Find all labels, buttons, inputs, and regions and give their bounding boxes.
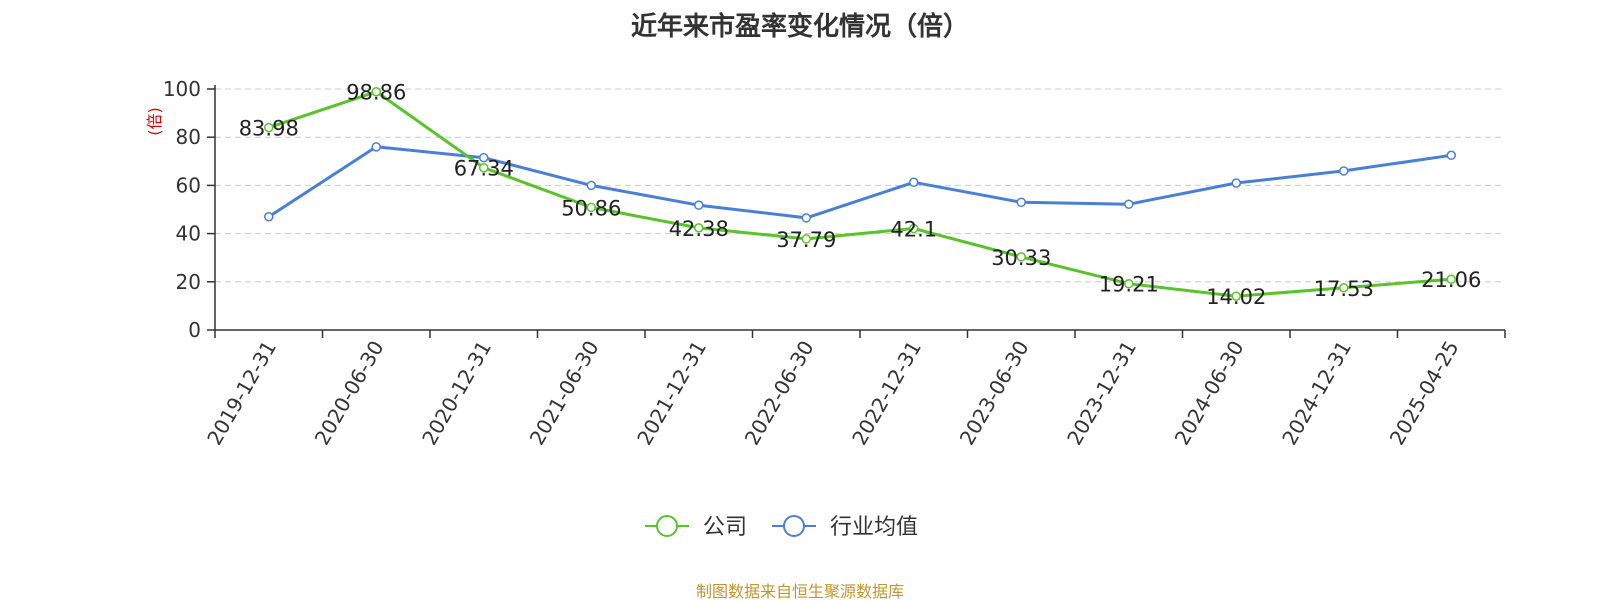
data-label: 21.06 bbox=[1421, 268, 1481, 292]
data-point bbox=[1016, 252, 1026, 262]
source-note: 制图数据来自恒生聚源数据库 bbox=[695, 582, 904, 601]
x-tick-label: 2020-12-31 bbox=[417, 337, 496, 450]
data-point bbox=[909, 223, 919, 234]
data-point bbox=[1339, 166, 1349, 176]
data-point bbox=[1231, 291, 1241, 301]
x-tick-label: 2024-06-30 bbox=[1170, 337, 1249, 450]
data-label: 19.21 bbox=[1099, 273, 1159, 297]
legend-marker bbox=[783, 515, 805, 537]
data-labels: 83.98 98.86 67.34 50.86 42.38 37.79 42.1 30.33 1… bbox=[239, 81, 1482, 309]
legend: 公司 行业均值 bbox=[645, 515, 918, 540]
data-label: 30.33 bbox=[991, 246, 1051, 270]
data-label: 67.34 bbox=[454, 157, 514, 181]
axes: 0 20 40 60 80 100 (倍) 2019-12-31 2020-06-30 2020-… bbox=[145, 77, 1506, 450]
data-label: 50.86 bbox=[561, 196, 621, 220]
data-point bbox=[586, 202, 596, 213]
y-tick-label: 100 bbox=[163, 77, 201, 101]
data-point bbox=[586, 180, 596, 191]
data-label: 98.86 bbox=[346, 81, 406, 105]
x-tick-label: 2021-12-31 bbox=[632, 337, 711, 450]
legend-item-0: 公司 bbox=[645, 515, 747, 540]
data-point bbox=[1339, 283, 1349, 293]
data-point bbox=[909, 177, 919, 188]
x-tick-label: 2024-12-31 bbox=[1277, 337, 1356, 450]
data-point bbox=[1124, 278, 1134, 289]
series-line-0 bbox=[268, 90, 1452, 298]
y-tick-label: 60 bbox=[176, 173, 201, 197]
data-label: 42.38 bbox=[669, 217, 729, 241]
x-tick-label: 2022-12-31 bbox=[847, 337, 926, 450]
legend-label: 行业均值 bbox=[830, 515, 918, 540]
legend-marker bbox=[656, 515, 678, 537]
data-point bbox=[371, 142, 381, 152]
data-point bbox=[801, 213, 811, 223]
x-tick-label: 2019-12-31 bbox=[202, 337, 281, 450]
data-point bbox=[371, 86, 381, 97]
data-point bbox=[264, 211, 274, 222]
data-point bbox=[694, 223, 704, 233]
data-label: 83.98 bbox=[239, 117, 299, 141]
x-tick-label: 2021-06-30 bbox=[525, 337, 604, 450]
data-point bbox=[1231, 178, 1241, 188]
y-tick-label: 40 bbox=[176, 222, 201, 246]
x-tick-label: 2022-06-30 bbox=[740, 337, 819, 450]
x-tick-label: 2023-12-31 bbox=[1062, 337, 1141, 450]
data-label: 17.53 bbox=[1314, 277, 1374, 301]
x-tick-label: 2020-06-30 bbox=[310, 337, 389, 450]
chart-title: 近年来市盈率变化情况（倍） bbox=[630, 12, 969, 42]
series-line-1 bbox=[267, 145, 1452, 220]
data-point bbox=[479, 162, 489, 173]
data-point bbox=[1446, 274, 1456, 284]
data-label: 14.02 bbox=[1206, 285, 1266, 309]
legend-label: 公司 bbox=[703, 515, 747, 540]
data-point bbox=[479, 152, 489, 163]
grid-lines bbox=[215, 88, 1505, 283]
data-label: 37.79 bbox=[776, 228, 836, 252]
legend-item-1: 行业均值 bbox=[772, 515, 918, 540]
y-tick-label: 0 bbox=[188, 318, 201, 342]
data-point bbox=[801, 234, 811, 244]
y-axis-label: (倍) bbox=[145, 107, 164, 136]
data-point bbox=[264, 122, 274, 133]
data-label: 42.1 bbox=[890, 218, 937, 242]
series bbox=[264, 86, 1456, 301]
data-point bbox=[1446, 150, 1456, 161]
x-tick-label: 2023-06-30 bbox=[955, 337, 1034, 450]
data-point bbox=[1124, 199, 1134, 209]
y-tick-label: 20 bbox=[176, 270, 201, 294]
data-point bbox=[1016, 197, 1026, 208]
data-point bbox=[694, 200, 704, 210]
x-tick-label: 2025-04-25 bbox=[1385, 337, 1464, 450]
y-tick-label: 80 bbox=[176, 125, 201, 149]
